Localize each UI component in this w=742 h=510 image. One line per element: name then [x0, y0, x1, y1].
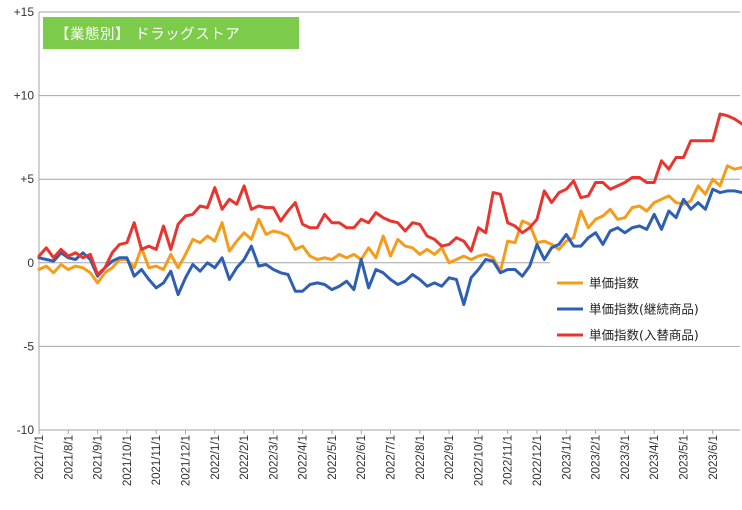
x-tick-label: 2023/2/1 — [591, 435, 603, 480]
x-tick-label: 2022/7/1 — [386, 435, 398, 480]
y-tick-label: +15 — [14, 5, 35, 19]
x-axis-ticks: 2021/7/1 2021/8/1 2021/9/1 2021/10/1 2021/11… — [34, 430, 720, 486]
x-tick-label: 2022/3/1 — [268, 435, 280, 480]
x-tick-label: 2022/11/1 — [503, 435, 515, 485]
x-tick-label: 2023/3/1 — [620, 435, 632, 480]
x-tick-label: 2022/1/1 — [210, 435, 222, 480]
legend-entry: 単価指数(継続商品) — [589, 302, 699, 317]
x-tick-label: 2021/8/1 — [63, 435, 75, 480]
legend-entry: 単価指数(入替商品) — [589, 328, 699, 343]
x-tick-label: 2022/4/1 — [298, 435, 310, 480]
x-tick-label: 2023/4/1 — [649, 435, 661, 480]
x-tick-label: 2022/2/1 — [239, 435, 251, 480]
legend-background — [550, 262, 742, 346]
x-tick-label: 2023/6/1 — [708, 435, 720, 480]
legend-entry: 単価指数 — [589, 276, 640, 291]
x-tick-label: 2021/7/1 — [34, 435, 46, 480]
series-lines — [37, 112, 742, 307]
x-tick-label: 2021/9/1 — [93, 435, 105, 480]
x-tick-label: 2021/10/1 — [122, 435, 134, 486]
x-tick-label: 2022/6/1 — [356, 435, 368, 480]
y-tick-label: 0 — [27, 256, 34, 270]
x-tick-label: 2022/8/1 — [415, 435, 427, 480]
series-line — [37, 164, 742, 285]
chart-title: 【業態別】 ドラッグストア — [43, 17, 299, 49]
x-tick-label: 2022/9/1 — [444, 435, 456, 480]
x-tick-label: 2023/5/1 — [678, 435, 690, 480]
series-line — [37, 187, 742, 307]
y-tick-label: +10 — [14, 89, 35, 103]
y-axis-ticks: +15 +10 +5 0 -5 -10 — [14, 5, 35, 437]
y-tick-label: -10 — [17, 423, 35, 437]
x-tick-label: 2022/5/1 — [327, 435, 339, 480]
x-tick-label: 2022/12/1 — [532, 435, 544, 486]
x-tick-label: 2023/1/1 — [561, 435, 573, 480]
x-tick-label: 2021/11/1 — [151, 435, 163, 485]
y-tick-label: +5 — [20, 172, 34, 186]
y-tick-label: -5 — [23, 339, 34, 353]
x-tick-label: 2022/10/1 — [473, 435, 485, 486]
x-tick-label: 2021/12/1 — [180, 435, 192, 486]
chart-title-text: 【業態別】 ドラッグストア — [55, 26, 241, 43]
series-line — [37, 112, 742, 276]
